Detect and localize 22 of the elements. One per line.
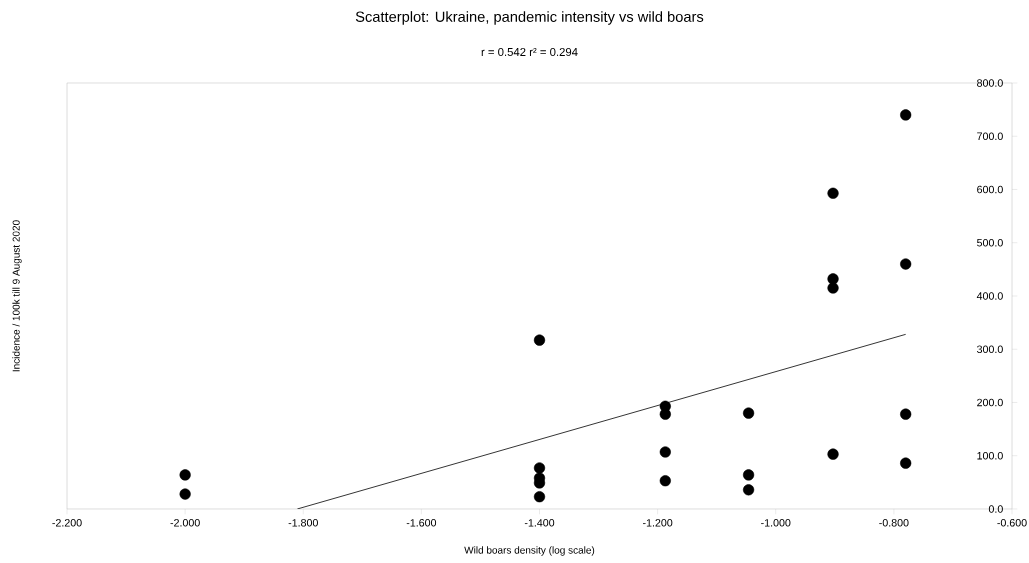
x-tick-label: -1.400 (524, 519, 555, 527)
chart-title: Scatterplot: Ukraine, pandemic intensity vs wild boars (355, 11, 704, 25)
x-tick-label: -2.200 (52, 519, 82, 527)
chart-subtitle: r = 0.542 r² = 0.294 (481, 47, 578, 56)
x-tick-label: -0.600 (997, 519, 1027, 527)
y-tick-label: 300.0 (976, 345, 1003, 354)
x-tick-label: -1.600 (406, 519, 437, 527)
x-axis-title: Wild boars density (log scale) (464, 546, 595, 556)
x-tick-label: -2.000 (170, 519, 200, 527)
y-tick-label: 700.0 (977, 132, 1003, 141)
y-tick-label: 0.0 (988, 505, 1003, 513)
y-tick-label: 100.0 (977, 451, 1003, 460)
x-tick-label: -1.000 (761, 519, 791, 527)
y-tick-label: 400.0 (976, 292, 1003, 300)
y-tick-label: 500.0 (977, 238, 1003, 247)
x-tick-label: -0.800 (879, 519, 909, 527)
y-tick-label: 200.0 (977, 398, 1003, 407)
y-axis-title: Incidence / 100k till 9 August 2020 (12, 220, 22, 372)
y-tick-label: 600.0 (977, 185, 1003, 194)
y-tick-label: 800.0 (977, 79, 1003, 87)
x-tick-label: -1.200 (642, 519, 673, 527)
x-tick-label: -1.800 (288, 519, 318, 527)
